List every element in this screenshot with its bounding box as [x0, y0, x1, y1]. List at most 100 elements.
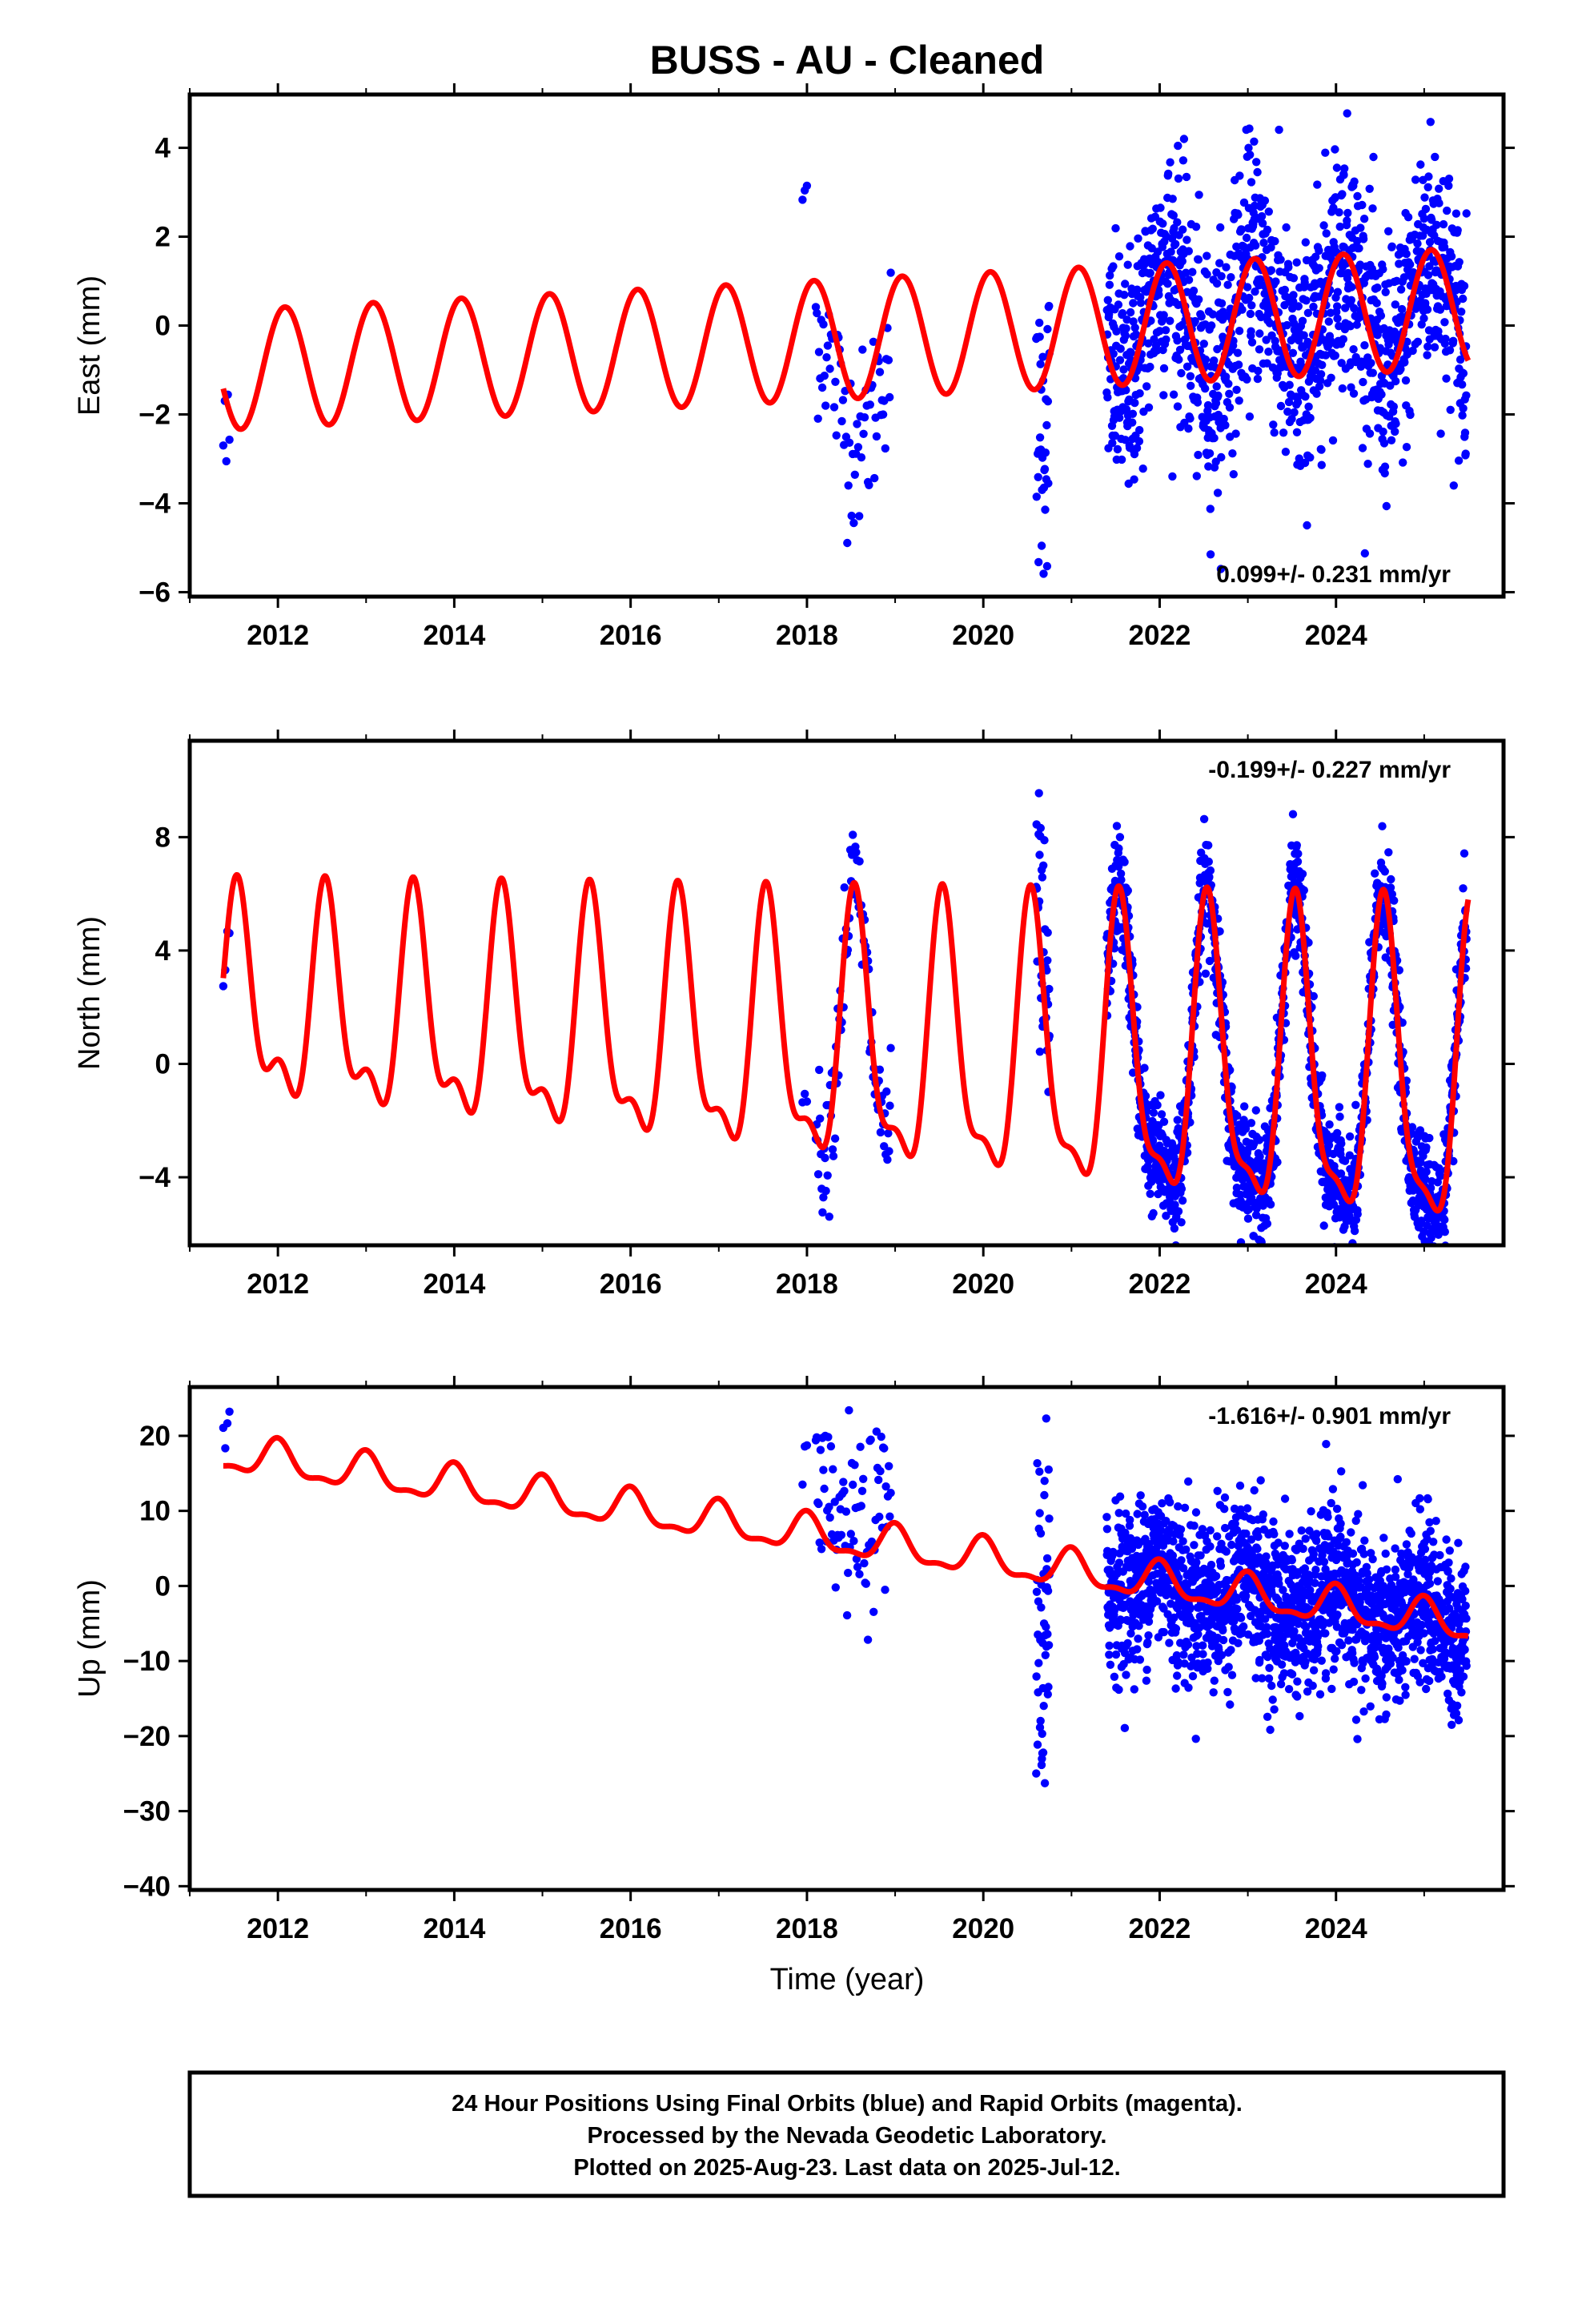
data-point	[829, 403, 839, 412]
data-point	[1354, 1510, 1363, 1518]
data-point	[1322, 1440, 1331, 1449]
data-point	[1038, 352, 1047, 361]
data-point	[1449, 481, 1459, 490]
data-point	[1263, 359, 1271, 368]
data-point	[1182, 1545, 1191, 1554]
data-point	[837, 1530, 846, 1540]
data-point	[1425, 1676, 1434, 1686]
data-point	[1319, 1221, 1328, 1230]
x-tick-label: 2024	[1305, 620, 1367, 651]
data-point	[1182, 235, 1191, 244]
data-point	[1399, 458, 1407, 467]
data-point	[1285, 1530, 1294, 1538]
data-point	[1253, 1544, 1262, 1554]
data-point	[1157, 1526, 1166, 1535]
data-point	[837, 416, 846, 426]
data-point	[1156, 203, 1165, 212]
data-point	[819, 320, 828, 329]
data-point	[1273, 1158, 1282, 1167]
data-point	[1386, 381, 1395, 390]
data-point	[1133, 1645, 1142, 1654]
data-point	[1105, 280, 1114, 289]
data-point	[1336, 1169, 1346, 1178]
data-point	[1400, 358, 1409, 367]
data-point	[1444, 175, 1454, 183]
data-point	[1042, 1414, 1051, 1423]
data-point	[1173, 402, 1182, 411]
y-tick-label: 0	[155, 1048, 171, 1080]
data-point	[1422, 1143, 1431, 1152]
data-point	[1035, 1907, 1043, 1915]
data-point	[1111, 1650, 1121, 1659]
data-point	[1118, 309, 1127, 318]
data-point	[886, 1043, 895, 1052]
data-point	[1335, 1112, 1344, 1121]
data-point	[817, 383, 827, 392]
data-point	[1304, 402, 1313, 411]
data-point	[1338, 384, 1347, 393]
data-point	[1210, 1676, 1219, 1685]
data-point	[880, 1444, 889, 1453]
data-point	[1188, 267, 1197, 276]
data-point	[1312, 1530, 1321, 1538]
east-frame	[187, 92, 1506, 599]
data-point	[1043, 956, 1052, 965]
data-point	[1311, 1566, 1320, 1574]
data-point	[1227, 1671, 1237, 1679]
data-point	[1035, 318, 1044, 328]
data-point	[1166, 1498, 1174, 1507]
data-point	[881, 1482, 890, 1491]
data-point	[1255, 1655, 1264, 1665]
data-point	[1235, 171, 1244, 180]
data-point	[1337, 1139, 1346, 1148]
data-point	[1369, 152, 1378, 162]
data-point	[1328, 1485, 1338, 1494]
data-point	[1221, 372, 1231, 381]
data-point	[884, 356, 893, 364]
data-point	[1175, 345, 1185, 354]
data-point	[842, 1610, 852, 1620]
data-point	[1120, 291, 1129, 300]
data-point	[1432, 220, 1441, 229]
data-point	[1269, 1517, 1278, 1526]
data-point	[1390, 896, 1399, 905]
data-point	[1460, 849, 1469, 858]
y-tick-label: −6	[139, 577, 171, 608]
data-point	[1384, 227, 1393, 235]
data-point	[1421, 204, 1431, 214]
data-point	[1297, 1526, 1306, 1535]
data-point	[1417, 1216, 1426, 1225]
data-point	[1035, 1467, 1044, 1476]
data-point	[1184, 1477, 1193, 1486]
data-point	[1153, 1100, 1162, 1110]
data-point	[1270, 1705, 1279, 1714]
data-point	[802, 181, 812, 191]
data-point	[1044, 479, 1053, 488]
data-point	[1129, 317, 1138, 326]
data-point	[1382, 1710, 1391, 1719]
data-point	[1244, 143, 1253, 152]
data-point	[1358, 444, 1367, 452]
data-point	[1203, 1658, 1212, 1667]
data-point	[1350, 177, 1359, 186]
data-point	[1186, 372, 1195, 380]
data-point	[1299, 1544, 1307, 1554]
data-point	[825, 1513, 834, 1522]
data-point	[1336, 1519, 1345, 1528]
data-point	[1148, 224, 1158, 233]
data-point	[1263, 1622, 1271, 1632]
data-point	[1423, 183, 1432, 191]
data-point	[1255, 345, 1264, 354]
data-point	[841, 1507, 851, 1516]
data-point	[1144, 1577, 1154, 1586]
data-point	[1294, 849, 1303, 858]
data-point	[1230, 1504, 1239, 1514]
data-point	[1191, 1735, 1200, 1743]
data-point	[1213, 1486, 1222, 1496]
data-point	[1176, 1525, 1186, 1534]
data-point	[1186, 381, 1195, 390]
data-point	[1247, 178, 1256, 187]
data-point	[1222, 263, 1231, 271]
data-point	[1034, 472, 1042, 481]
data-point	[1243, 375, 1251, 384]
